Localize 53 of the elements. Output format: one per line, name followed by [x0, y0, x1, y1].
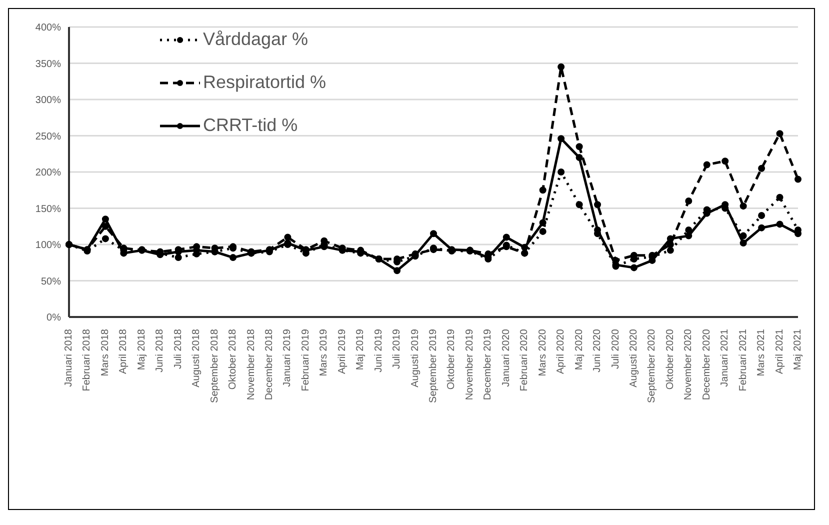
legend-label: Respiratortid %: [203, 72, 326, 93]
x-tick-label: Mars 2021: [756, 328, 768, 376]
y-tick-label: 150%: [35, 204, 62, 215]
x-tick-label: Januari 2019: [282, 328, 294, 387]
x-tick-label: September 2020: [646, 328, 658, 403]
x-tick-label: Maj 2021: [792, 328, 804, 370]
x-tick-label: Mars 2020: [537, 328, 548, 376]
x-tick-label: Oktober 2019: [446, 328, 458, 390]
x-tick-label: September 2018: [209, 328, 220, 403]
x-tick-label: Februari 2020: [519, 328, 530, 392]
x-tick-label: Juli 2018: [172, 328, 184, 370]
x-tick-label: Mars 2018: [100, 328, 111, 376]
x-tick-label: April 2019: [336, 328, 348, 374]
y-tick-label: 250%: [35, 131, 62, 142]
x-tick-label: November 2019: [464, 328, 476, 400]
x-tick-label: Mars 2019: [318, 328, 330, 376]
x-tick-label: April 2020: [556, 328, 567, 374]
x-tick-label: Februari 2019: [300, 328, 312, 392]
y-tick-label: 200%: [35, 168, 62, 179]
x-tick-label: December 2020: [701, 328, 712, 400]
x-tick-label: Januari 2018: [64, 328, 74, 387]
x-tick-label: Januari 2021: [720, 328, 731, 387]
x-tick-label: Augusti 2018: [191, 328, 202, 388]
x-tick-label: December 2019: [482, 328, 494, 400]
x-tick-label: Februari 2021: [738, 328, 749, 392]
x-tick-label: Juli 2020: [610, 328, 622, 370]
x-tick-label: April 2018: [118, 328, 130, 374]
x-tick-label: December 2018: [264, 328, 275, 400]
x-tick-label: Oktober 2018: [228, 328, 239, 390]
y-tick-label: 50%: [40, 276, 62, 288]
x-tick-label: April 2021: [774, 328, 786, 374]
x-tick-label: Januari 2020: [500, 328, 512, 387]
x-tick-label: Juli 2019: [392, 328, 403, 370]
x-tick-label: Maj 2019: [355, 328, 366, 370]
x-tick-label: Augusti 2020: [628, 328, 640, 388]
y-tick-label: 350%: [35, 58, 62, 70]
y-tick-label: 400%: [35, 22, 62, 34]
legend-label: CRRT-tid %: [203, 115, 298, 136]
legend-label: Vårddagar %: [203, 29, 308, 50]
y-tick-label: 0%: [46, 312, 62, 324]
x-tick-label: Juni 2018: [154, 328, 166, 372]
x-tick-label: Augusti 2019: [410, 328, 421, 388]
y-tick-label: 300%: [35, 95, 62, 106]
x-tick-label: Maj 2020: [574, 328, 585, 370]
x-tick-label: November 2018: [246, 328, 257, 400]
x-tick-label: Maj 2018: [136, 328, 148, 370]
x-tick-label: September 2019: [428, 328, 439, 403]
x-tick-label: Oktober 2020: [664, 328, 676, 390]
x-tick-label: Juni 2020: [592, 328, 604, 372]
x-tick-label: Februari 2018: [82, 328, 93, 392]
x-tick-label: Juni 2019: [373, 328, 384, 372]
x-tick-label: November 2020: [683, 328, 694, 400]
y-tick-label: 100%: [35, 240, 62, 252]
